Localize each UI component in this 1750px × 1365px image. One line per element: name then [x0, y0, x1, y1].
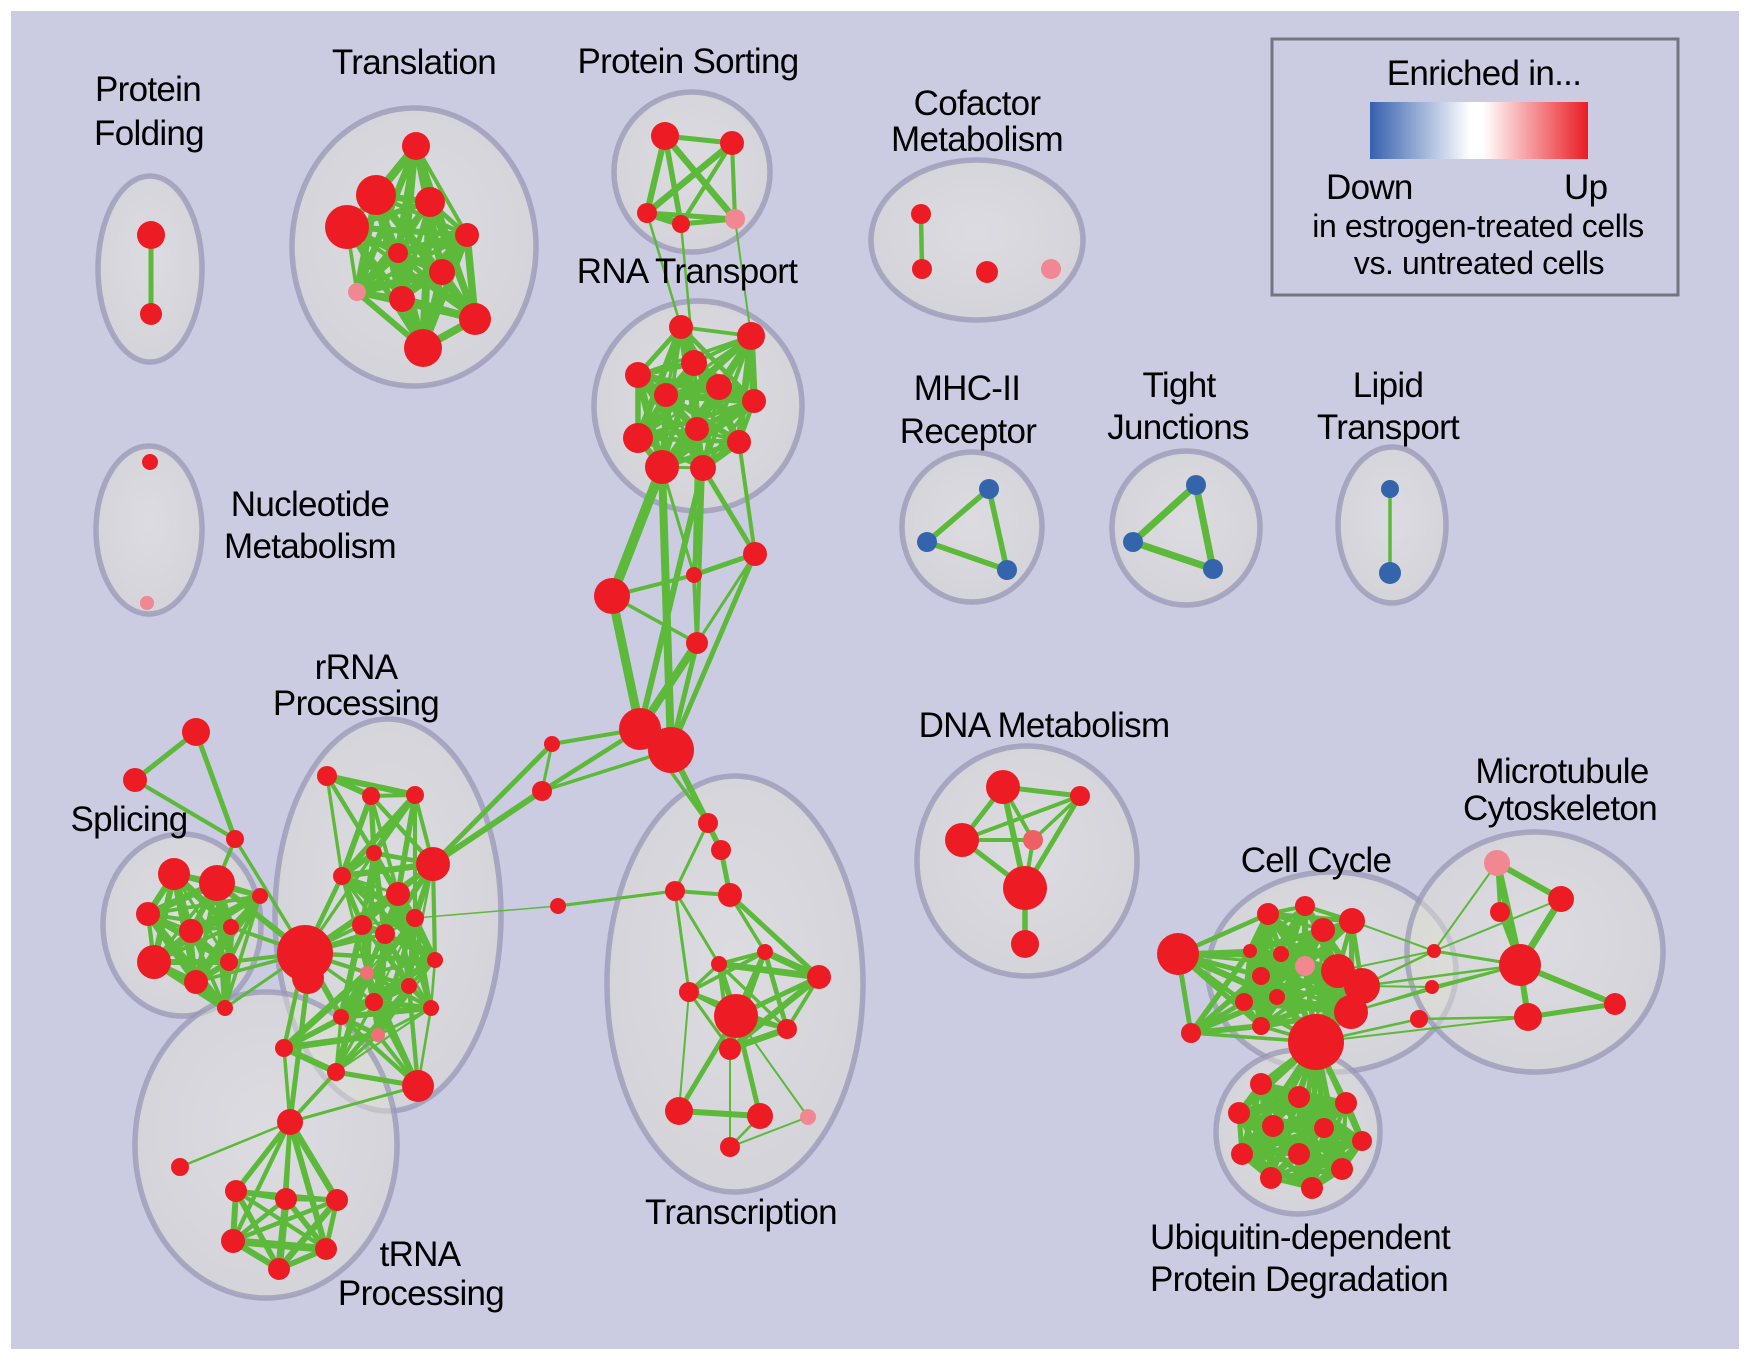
- svg-text:Lipid: Lipid: [1353, 366, 1423, 405]
- svg-text:Splicing: Splicing: [71, 800, 188, 839]
- svg-text:Protein Sorting: Protein Sorting: [577, 42, 798, 81]
- svg-text:Ubiquitin-dependent: Ubiquitin-dependent: [1150, 1218, 1451, 1257]
- svg-text:Protein Degradation: Protein Degradation: [1150, 1260, 1448, 1299]
- svg-text:Cytoskeleton: Cytoskeleton: [1463, 789, 1657, 828]
- svg-text:Metabolism: Metabolism: [891, 120, 1063, 159]
- svg-text:in estrogen-treated cells: in estrogen-treated cells: [1312, 208, 1644, 244]
- svg-text:Cofactor: Cofactor: [914, 84, 1042, 123]
- svg-text:Cell Cycle: Cell Cycle: [1241, 841, 1392, 880]
- svg-text:Nucleotide: Nucleotide: [231, 485, 389, 524]
- svg-text:RNA Transport: RNA Transport: [577, 252, 798, 291]
- svg-text:DNA Metabolism: DNA Metabolism: [919, 706, 1170, 745]
- svg-text:Metabolism: Metabolism: [224, 527, 396, 566]
- svg-text:MHC-II: MHC-II: [914, 369, 1021, 408]
- svg-text:Up: Up: [1564, 168, 1607, 207]
- svg-text:vs. untreated cells: vs. untreated cells: [1354, 245, 1604, 281]
- svg-text:Transcription: Transcription: [645, 1193, 837, 1232]
- svg-text:Folding: Folding: [94, 114, 204, 153]
- svg-text:Enriched in...: Enriched in...: [1387, 54, 1581, 93]
- svg-text:Junctions: Junctions: [1107, 408, 1249, 447]
- svg-text:Protein: Protein: [95, 70, 201, 109]
- svg-text:rRNA: rRNA: [315, 648, 399, 687]
- svg-text:Processing: Processing: [338, 1274, 504, 1313]
- svg-text:Microtubule: Microtubule: [1475, 752, 1648, 791]
- svg-text:Processing: Processing: [273, 684, 439, 723]
- svg-text:Translation: Translation: [332, 43, 496, 82]
- svg-text:Down: Down: [1326, 168, 1413, 207]
- svg-text:tRNA: tRNA: [380, 1235, 462, 1274]
- svg-text:Tight: Tight: [1142, 366, 1216, 405]
- svg-text:Transport: Transport: [1317, 408, 1460, 447]
- svg-text:Receptor: Receptor: [900, 412, 1037, 451]
